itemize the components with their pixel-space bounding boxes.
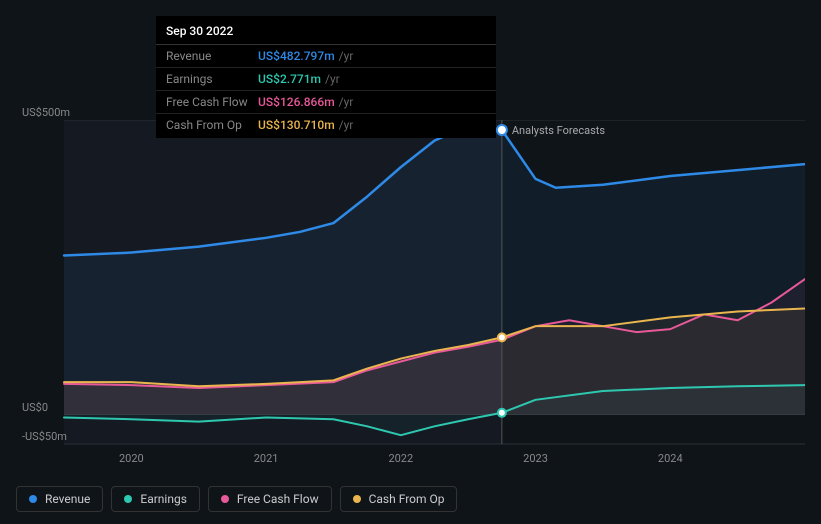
legend: Revenue Earnings Free Cash Flow Cash From O…	[16, 486, 457, 512]
tooltip-row: Cash From OpUS$130.710m/yr	[156, 114, 496, 136]
legend-dot	[221, 495, 229, 503]
x-axis-label: 2021	[254, 452, 279, 465]
chart-container: Sep 30 2022 RevenueUS$482.797m/yrEarning…	[16, 0, 805, 524]
x-axis-label: 2023	[523, 452, 548, 465]
tooltip-value: US$130.710m	[258, 118, 335, 132]
tooltip-row: RevenueUS$482.797m/yr	[156, 45, 496, 68]
tooltip-suffix: /yr	[325, 72, 340, 86]
legend-item[interactable]: Revenue	[16, 486, 103, 512]
x-axis-label: 2022	[388, 452, 413, 465]
legend-label: Free Cash Flow	[237, 492, 319, 506]
tooltip-suffix: /yr	[339, 49, 354, 63]
legend-label: Earnings	[140, 492, 187, 506]
tooltip-rows: RevenueUS$482.797m/yrEarningsUS$2.771m/y…	[156, 45, 496, 136]
legend-item[interactable]: Free Cash Flow	[208, 486, 332, 512]
legend-dot	[29, 495, 37, 503]
x-axis-label: 2020	[119, 452, 144, 465]
tooltip-value: US$2.771m	[258, 72, 321, 86]
legend-item[interactable]: Cash From Op	[340, 486, 458, 512]
y-axis-label: US$500m	[22, 106, 70, 119]
tooltip-row: Free Cash FlowUS$126.866m/yr	[156, 91, 496, 114]
legend-item[interactable]: Earnings	[111, 486, 200, 512]
hover-tooltip: Sep 30 2022 RevenueUS$482.797m/yrEarning…	[156, 16, 496, 138]
tooltip-label: Revenue	[166, 49, 258, 63]
y-axis-label: US$0	[22, 401, 48, 414]
tooltip-label: Free Cash Flow	[166, 95, 258, 109]
tooltip-value: US$126.866m	[258, 95, 335, 109]
legend-label: Revenue	[45, 492, 90, 506]
tooltip-suffix: /yr	[339, 95, 354, 109]
chart-plot[interactable]	[16, 120, 805, 460]
tooltip-suffix: /yr	[339, 118, 354, 132]
y-axis-label: -US$50m	[22, 430, 67, 443]
legend-dot	[353, 495, 361, 503]
tooltip-label: Cash From Op	[166, 118, 258, 132]
x-axis-label: 2024	[658, 452, 683, 465]
tooltip-label: Earnings	[166, 72, 258, 86]
forecast-label: Analysts Forecasts	[512, 124, 605, 137]
tooltip-date: Sep 30 2022	[156, 18, 496, 45]
legend-label: Cash From Op	[369, 492, 445, 506]
tooltip-value: US$482.797m	[258, 49, 335, 63]
legend-dot	[124, 495, 132, 503]
tooltip-row: EarningsUS$2.771m/yr	[156, 68, 496, 91]
